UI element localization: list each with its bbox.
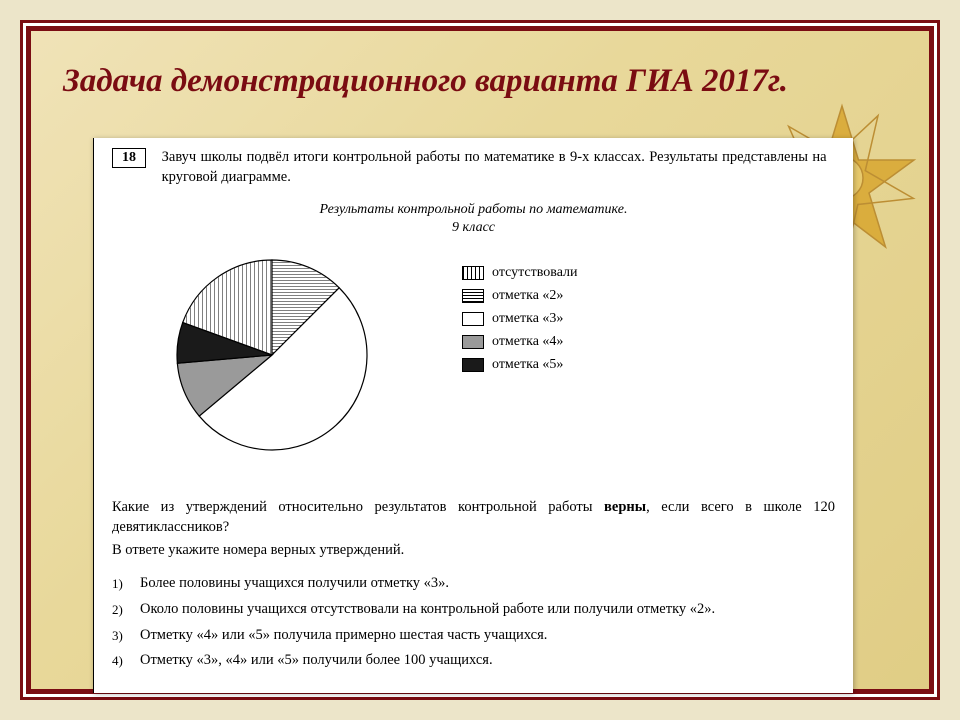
chart-title-line1: Результаты контрольной работы по математ… xyxy=(320,202,628,217)
option-item: 1)Более половины учащихся получили отмет… xyxy=(112,574,835,594)
option-text: Отметку «4» или «5» получила примерно ше… xyxy=(140,626,835,646)
chart-row: отсутствовали отметка «2» отметка «3» отмет… xyxy=(112,250,835,465)
legend-swatch xyxy=(462,335,484,349)
legend-item: отметка «2» xyxy=(462,288,578,304)
chart-title-line2: 9 класс xyxy=(452,220,495,235)
problem-number: 18 xyxy=(112,148,146,168)
problem-intro: Завуч школы подвёл итоги контрольной раб… xyxy=(162,148,827,187)
option-text: Более половины учащихся получили отметку… xyxy=(140,574,835,594)
legend-label: отсутствовали xyxy=(492,265,578,281)
option-item: 4)Отметку «3», «4» или «5» получили боле… xyxy=(112,651,835,671)
pie-chart xyxy=(142,250,402,465)
legend-swatch xyxy=(462,312,484,326)
legend-swatch xyxy=(462,289,484,303)
legend: отсутствовали отметка «2» отметка «3» отмет… xyxy=(462,265,578,380)
instruction: В ответе укажите номера верных утвержден… xyxy=(112,540,835,560)
question-bold: верны xyxy=(604,499,646,515)
legend-item: отсутствовали xyxy=(462,265,578,281)
legend-swatch xyxy=(462,358,484,372)
legend-item: отметка «3» xyxy=(462,311,578,327)
chart-title: Результаты контрольной работы по математ… xyxy=(112,201,835,237)
option-item: 3)Отметку «4» или «5» получила примерно … xyxy=(112,626,835,646)
page-title: Задача демонстрационного варианта ГИА 20… xyxy=(63,63,897,100)
question-part-a: Какие из утверждений относительно резуль… xyxy=(112,499,604,515)
slide-frame: Задача демонстрационного варианта ГИА 20… xyxy=(20,20,940,700)
question-text: Какие из утверждений относительно резуль… xyxy=(112,497,835,538)
problem-card: 18 Завуч школы подвёл итоги контрольной … xyxy=(93,138,853,693)
legend-item: отметка «5» xyxy=(462,357,578,373)
legend-label: отметка «2» xyxy=(492,288,563,304)
option-text: Около половины учащихся отсутствовали на… xyxy=(140,600,835,620)
legend-label: отметка «4» xyxy=(492,334,563,350)
option-number: 2) xyxy=(112,600,140,620)
legend-swatch xyxy=(462,266,484,280)
options-list: 1)Более половины учащихся получили отмет… xyxy=(112,574,835,670)
legend-label: отметка «5» xyxy=(492,357,563,373)
legend-item: отметка «4» xyxy=(462,334,578,350)
option-number: 4) xyxy=(112,651,140,671)
option-item: 2)Около половины учащихся отсутствовали … xyxy=(112,600,835,620)
option-text: Отметку «3», «4» или «5» получили более … xyxy=(140,651,835,671)
option-number: 3) xyxy=(112,626,140,646)
option-number: 1) xyxy=(112,574,140,594)
legend-label: отметка «3» xyxy=(492,311,563,327)
